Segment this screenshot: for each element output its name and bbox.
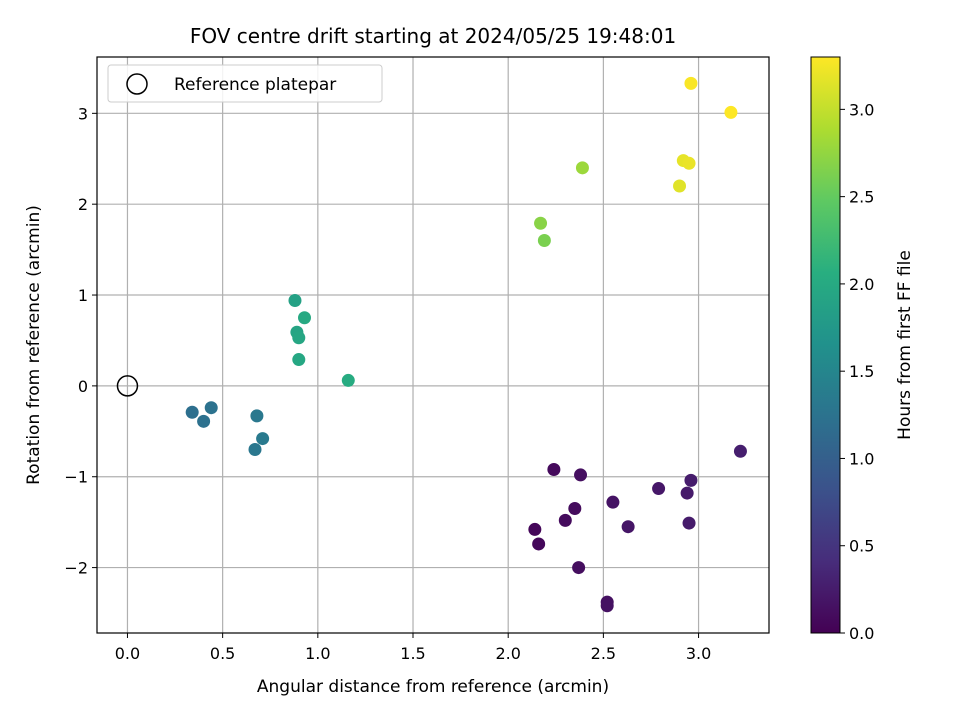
data-point: [185, 405, 199, 419]
data-point: [621, 520, 635, 534]
colorbar-tick-label: 2.0: [849, 275, 874, 294]
data-point: [547, 462, 561, 476]
data-point: [204, 401, 218, 415]
data-point: [250, 409, 264, 423]
y-tick-label: −1: [64, 468, 88, 487]
data-point: [532, 537, 546, 551]
data-point: [256, 432, 270, 446]
data-point: [575, 161, 589, 175]
y-axis-ticks: −2 −1 0 1 2 3: [64, 104, 97, 578]
colorbar-ticks: 0.0 0.5 1.0 1.5 2.0 2.5 3.0: [840, 100, 874, 643]
grid: [97, 57, 769, 633]
y-tick-label: −2: [64, 559, 88, 578]
data-point: [534, 216, 548, 230]
colorbar-tick-label: 1.5: [849, 362, 874, 381]
legend-marker-reference: [126, 73, 148, 95]
colorbar: 0.0 0.5 1.0 1.5 2.0 2.5 3.0 Hours from first F…: [810, 56, 915, 643]
data-points: [116, 76, 747, 613]
x-tick-label: 2.5: [591, 644, 616, 663]
data-point: [682, 156, 696, 170]
chart-title: FOV centre drift starting at 2024/05/25 …: [190, 24, 676, 48]
reference-platepar-marker: [116, 375, 139, 397]
y-tick-label: 3: [78, 104, 88, 123]
data-point: [292, 331, 306, 345]
x-tick-label: 1.5: [400, 644, 425, 663]
data-point: [684, 473, 698, 487]
data-point: [558, 513, 572, 527]
data-point: [682, 516, 696, 530]
colorbar-label: Hours from first FF file: [895, 250, 915, 440]
data-point: [341, 373, 355, 387]
plot-area-frame: [96, 56, 770, 634]
data-point: [197, 414, 211, 428]
data-point: [537, 234, 551, 248]
x-tick-label: 0.5: [210, 644, 235, 663]
y-tick-label: 2: [78, 195, 88, 214]
data-point: [528, 522, 542, 536]
data-point: [568, 502, 582, 516]
y-axis-label: Rotation from reference (arcmin): [24, 205, 44, 485]
x-tick-label: 2.0: [495, 644, 520, 663]
data-point: [684, 76, 698, 90]
data-point: [574, 468, 588, 482]
colorbar-tick-label: 1.0: [849, 449, 874, 468]
data-point: [572, 561, 586, 575]
y-tick-label: 1: [78, 286, 88, 305]
data-point: [673, 179, 687, 193]
legend-label-reference: Reference platepar: [174, 75, 336, 95]
data-point: [292, 353, 306, 367]
x-axis-label: Angular distance from reference (arcmin): [257, 677, 609, 697]
data-point: [248, 442, 262, 456]
colorbar-tick-label: 2.5: [849, 188, 874, 207]
colorbar-tick-label: 3.0: [849, 100, 874, 119]
data-point: [298, 311, 312, 325]
data-point: [600, 599, 614, 613]
colorbar-tick-label: 0.5: [849, 537, 874, 556]
data-point: [724, 105, 738, 119]
data-point: [680, 486, 694, 500]
colorbar-tick-label: 0.0: [849, 624, 874, 643]
legend-box: [107, 64, 383, 103]
x-tick-label: 0.0: [115, 644, 140, 663]
x-axis-ticks: 0.0 0.5 1.0 1.5 2.0 2.5 3.0: [115, 633, 711, 663]
x-tick-label: 1.0: [305, 644, 330, 663]
data-point: [652, 482, 666, 496]
x-tick-label: 3.0: [686, 644, 711, 663]
data-point: [606, 495, 620, 509]
data-point: [733, 444, 747, 458]
colorbar-gradient: [810, 56, 841, 634]
legend: Reference platepar: [107, 64, 383, 103]
data-point: [288, 293, 302, 307]
y-tick-label: 0: [78, 377, 88, 396]
